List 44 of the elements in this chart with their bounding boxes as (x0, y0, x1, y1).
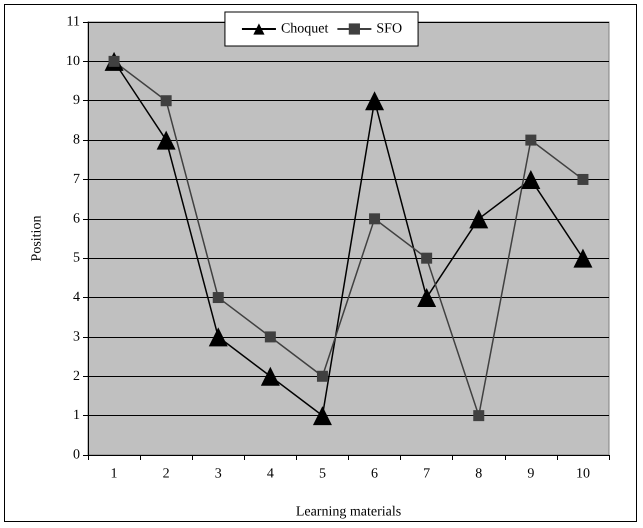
point (264, 331, 276, 342)
point (312, 406, 332, 426)
point (573, 248, 592, 268)
point (469, 209, 488, 228)
x-axis-title: Learning materials (296, 504, 402, 520)
y-tick-label: 2 (73, 368, 80, 384)
x-tick-label: 6 (371, 466, 378, 482)
y-tick-label: 0 (73, 448, 80, 462)
point (212, 292, 224, 304)
point (421, 252, 432, 264)
x-tick-label: 10 (576, 466, 590, 482)
y-tick-label: 4 (73, 290, 80, 306)
y-tick-label: 7 (73, 172, 80, 187)
legend-label: SFO (376, 22, 402, 36)
point (160, 95, 172, 106)
x-tick-label: 5 (318, 466, 326, 482)
x-tick-label: 3 (214, 466, 222, 482)
y-tick-label: 10 (66, 54, 80, 69)
x-tick-label: 7 (423, 466, 430, 482)
x-tick-label: 8 (475, 466, 482, 482)
x-tick-label: 1 (110, 466, 118, 482)
point (577, 174, 588, 185)
point (156, 130, 176, 150)
point (260, 366, 280, 386)
y-tick-label: 11 (66, 14, 80, 30)
y-tick-label: 8 (73, 132, 80, 148)
y-tick-label: 9 (73, 93, 80, 108)
point (521, 170, 540, 189)
x-tick-label: 2 (162, 466, 170, 482)
point (525, 134, 536, 146)
y-tick-label: 6 (73, 211, 80, 226)
y-tick-label: 3 (73, 329, 80, 344)
point (208, 327, 228, 346)
point (473, 410, 484, 422)
legend-label: Choquet (280, 22, 328, 36)
point (365, 91, 384, 110)
x-tick-label: 4 (266, 466, 274, 482)
y-tick-label: 5 (73, 250, 80, 266)
y-tick-label: 1 (73, 408, 80, 424)
point (417, 288, 436, 308)
y-axis-title: Position (30, 216, 44, 262)
point (316, 370, 328, 382)
point (369, 213, 380, 224)
x-tick-label: 9 (527, 466, 534, 482)
